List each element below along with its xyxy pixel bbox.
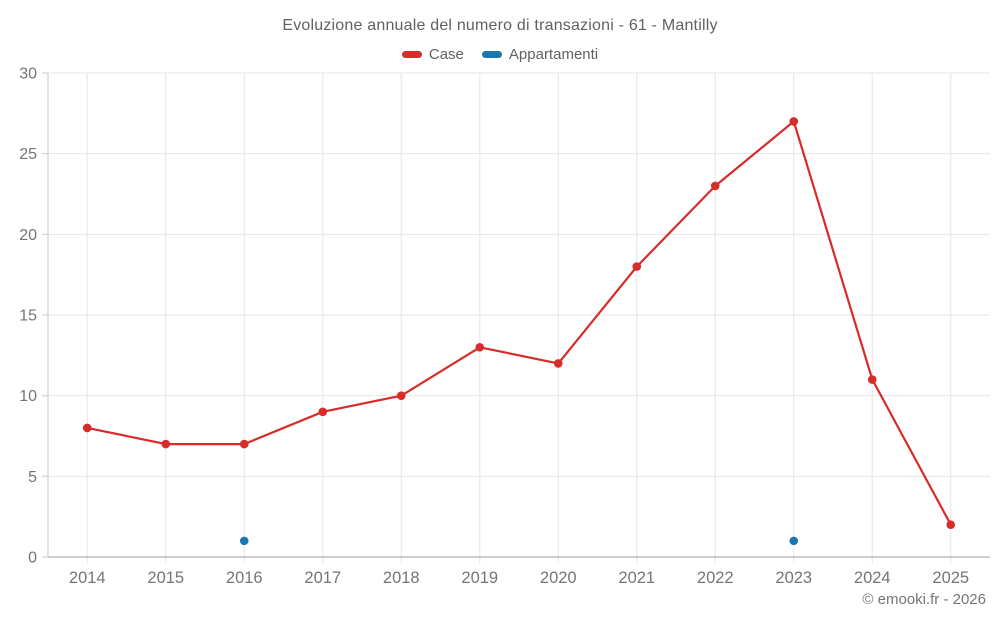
point-case-2019 <box>475 342 485 352</box>
series-line-case <box>86 120 952 526</box>
copyright: © emooki.fr - 2026 <box>862 591 986 608</box>
x-axis-label-2018: 2018 <box>383 569 420 587</box>
x-axis-label-2021: 2021 <box>618 569 655 587</box>
point-case-2025 <box>946 520 956 530</box>
point-appartamenti-2016 <box>239 536 249 546</box>
x-axis-label-2024: 2024 <box>854 569 891 587</box>
point-case-2024 <box>867 375 877 384</box>
point-case-2015 <box>161 439 171 449</box>
y-axis-label-10: 10 <box>19 388 37 405</box>
point-case-2016 <box>239 439 249 449</box>
x-axis-label-2019: 2019 <box>461 569 498 587</box>
point-case-2017 <box>318 407 328 417</box>
point-case-2021 <box>632 262 642 271</box>
x-axis-label-2025: 2025 <box>932 569 969 587</box>
point-case-2023 <box>789 117 799 126</box>
legend-label-appartamenti: Appartamenti <box>508 46 599 63</box>
chart-title: Evoluzione annuale del numero di transaz… <box>282 17 718 34</box>
legend-swatch-appartamenti-icon <box>481 51 502 58</box>
legend-item-case[interactable]: Case <box>401 46 464 63</box>
y-axis-label-15: 15 <box>19 308 37 325</box>
x-axis-label-2022: 2022 <box>697 569 734 587</box>
y-axis-label-5: 5 <box>28 469 37 486</box>
x-axis-label-2020: 2020 <box>540 569 577 587</box>
x-axis-label-2016: 2016 <box>226 569 263 587</box>
point-case-2020 <box>553 359 563 368</box>
legend-item-appartamenti[interactable]: Appartamenti <box>481 46 599 63</box>
y-axis-label-0: 0 <box>28 550 37 567</box>
y-axis-label-25: 25 <box>19 146 37 163</box>
point-appartamenti-2023 <box>789 536 799 546</box>
y-axis-label-30: 30 <box>19 66 37 83</box>
x-axis-label-2015: 2015 <box>147 569 184 587</box>
x-axis-label-2023: 2023 <box>775 569 812 587</box>
point-case-2018 <box>396 391 406 400</box>
y-axis-label-20: 20 <box>19 227 37 244</box>
point-case-2014 <box>82 423 92 433</box>
legend-label-case: Case <box>428 46 464 63</box>
x-axis-label-2017: 2017 <box>304 569 341 587</box>
legend-swatch-case-icon <box>401 51 422 58</box>
legend: Case Appartamenti <box>0 46 1000 63</box>
point-case-2022 <box>710 181 720 191</box>
x-axis-label-2014: 2014 <box>69 569 106 587</box>
